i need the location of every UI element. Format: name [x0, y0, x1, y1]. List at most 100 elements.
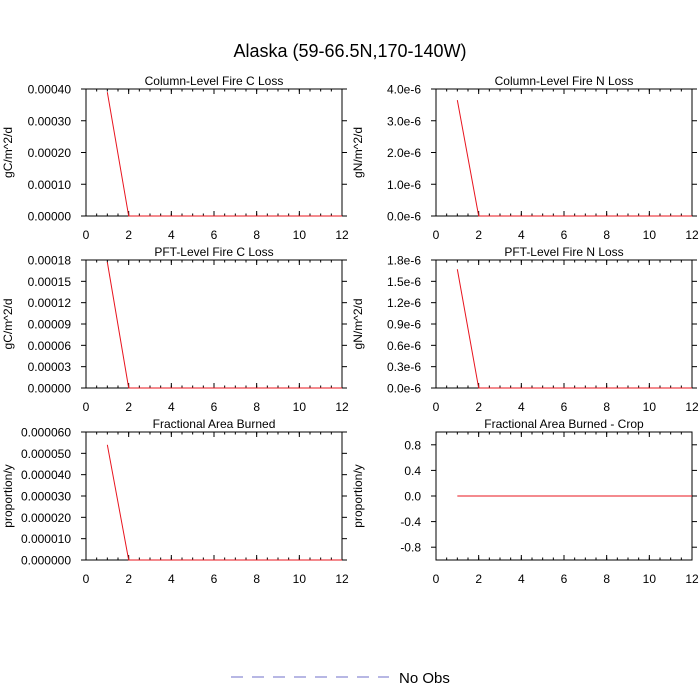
y-tick-label: 0.3e-6 — [387, 360, 421, 374]
y-tick-label: 0.000000 — [21, 554, 71, 568]
y-tick-label: 0.0e-6 — [387, 210, 421, 224]
series-line — [456, 100, 692, 217]
y-tick-label: 0.0 — [404, 490, 421, 504]
y-tick-label: 0.00000 — [28, 210, 72, 224]
x-tick-label: 8 — [253, 572, 260, 586]
x-tick-label: 6 — [561, 572, 568, 586]
series-line — [456, 269, 692, 389]
y-axis-label: proportion/y — [351, 464, 365, 527]
y-tick-label: 0.00015 — [28, 275, 72, 289]
y-tick-label: 0.000010 — [21, 532, 71, 546]
y-tick-label: 0.00009 — [28, 318, 72, 332]
x-tick-label: 12 — [685, 400, 699, 414]
y-tick-label: 3.0e-6 — [387, 114, 421, 128]
y-tick-label: 0.00012 — [28, 296, 72, 310]
panel-title: PFT-Level Fire C Loss — [154, 245, 273, 259]
x-tick-label: 6 — [561, 228, 568, 242]
x-tick-label: 12 — [335, 400, 349, 414]
y-tick-label: 1.2e-6 — [387, 296, 421, 310]
x-tick-label: 4 — [168, 572, 175, 586]
panel-title: Fractional Area Burned — [153, 417, 276, 431]
x-tick-label: 8 — [603, 400, 610, 414]
x-tick-label: 10 — [643, 228, 657, 242]
panel-title: Fractional Area Burned - Crop — [484, 417, 644, 431]
y-tick-label: 0.9e-6 — [387, 318, 421, 332]
y-tick-label: 0.00010 — [28, 178, 72, 192]
panel-fractional-area-burned-crop: 0 2 4 6 8 10 12 -0.8 -0.4 0.0 0.4 0.8 Fractional Are… — [351, 417, 699, 586]
x-tick-label: 0 — [433, 572, 440, 586]
y-tick-label: 0.000060 — [21, 426, 71, 440]
y-tick-label: 0.000030 — [21, 490, 71, 504]
x-tick-label: 8 — [253, 228, 260, 242]
y-tick-label: 0.000040 — [21, 468, 71, 482]
y-axis-label: gC/m^2/d — [1, 127, 15, 178]
y-axis-label: gN/m^2/d — [351, 127, 365, 178]
panel-title: Column-Level Fire C Loss — [145, 74, 284, 88]
y-tick-label: 4.0e-6 — [387, 83, 421, 97]
plot-frame — [85, 88, 343, 217]
x-tick-label: 2 — [475, 228, 482, 242]
y-axis-label: proportion/y — [1, 464, 15, 527]
x-tick-label: 10 — [293, 572, 307, 586]
legend-obs-label: No Obs — [399, 670, 450, 687]
panel-title: Column-Level Fire N Loss — [495, 74, 634, 88]
plot-frame — [85, 431, 343, 561]
x-tick-label: 2 — [125, 572, 132, 586]
x-tick-label: 10 — [643, 400, 657, 414]
figure-title: Alaska (59-66.5N,170-140W) — [233, 41, 466, 61]
x-tick-label: 0 — [83, 572, 90, 586]
x-tick-label: 12 — [335, 572, 349, 586]
y-tick-label: 0.00018 — [28, 254, 72, 268]
y-tick-label: 0.000020 — [21, 511, 71, 525]
x-tick-label: 2 — [475, 572, 482, 586]
y-tick-label: 1.8e-6 — [387, 254, 421, 268]
x-tick-label: 6 — [561, 400, 568, 414]
panel-column-level-fire-n-loss: 0 2 4 6 8 10 12 0.0e-6 1.0e-6 2.0e-6 3.0e-6 4.0e-6 C… — [351, 74, 699, 242]
x-tick-label: 4 — [168, 400, 175, 414]
x-tick-label: 6 — [211, 400, 218, 414]
x-tick-label: 6 — [211, 228, 218, 242]
y-tick-label: 0.8 — [404, 438, 421, 452]
x-tick-label: 4 — [168, 228, 175, 242]
x-tick-label: 10 — [293, 228, 307, 242]
x-tick-label: 8 — [603, 572, 610, 586]
y-tick-label: 0.000050 — [21, 447, 71, 461]
y-tick-label: 0.0e-6 — [387, 382, 421, 396]
plot-frame — [435, 88, 693, 217]
y-tick-label: 0.00040 — [28, 83, 72, 97]
panel-pft-level-fire-n-loss: 0 2 4 6 8 10 12 0.0e-6 0.3e-6 0.6e-6 0.9e-6 1.2e-6 1… — [351, 245, 699, 414]
x-tick-label: 0 — [433, 400, 440, 414]
x-tick-label: 4 — [518, 572, 525, 586]
x-tick-label: 10 — [293, 400, 307, 414]
y-tick-label: 2.0e-6 — [387, 146, 421, 160]
y-tick-label: 0.00000 — [28, 382, 72, 396]
y-axis-label: gN/m^2/d — [351, 299, 365, 350]
x-tick-label: 8 — [253, 400, 260, 414]
x-tick-label: 0 — [433, 228, 440, 242]
x-tick-label: 2 — [125, 228, 132, 242]
y-tick-label: 1.0e-6 — [387, 178, 421, 192]
x-tick-label: 12 — [335, 228, 349, 242]
x-tick-label: 0 — [83, 228, 90, 242]
y-tick-label: -0.8 — [400, 541, 421, 555]
plot-frame — [435, 259, 693, 389]
panels: 0 2 4 6 8 10 120.000000.000100.000200.000300.0… — [1, 74, 699, 586]
panel-column-level-fire-c-loss: 0 2 4 6 8 10 12 0.00000 0.00010 0.00020 0.00030 0.0… — [1, 74, 349, 242]
series-line — [106, 444, 342, 561]
y-tick-label: -0.4 — [400, 515, 421, 529]
series-line — [106, 92, 342, 217]
legend: No Obs 1850_140 — [231, 670, 450, 687]
y-tick-label: 0.00030 — [28, 114, 72, 128]
y-tick-label: 0.00020 — [28, 146, 72, 160]
x-tick-label: 2 — [475, 400, 482, 414]
x-tick-label: 4 — [518, 400, 525, 414]
x-tick-label: 2 — [125, 400, 132, 414]
panel-title: PFT-Level Fire N Loss — [504, 245, 623, 259]
x-tick-label: 8 — [603, 228, 610, 242]
series-line — [106, 262, 342, 389]
x-tick-label: 12 — [685, 572, 699, 586]
y-tick-label: 0.4 — [404, 464, 421, 478]
plot-frame — [85, 259, 343, 389]
x-tick-label: 10 — [643, 572, 657, 586]
